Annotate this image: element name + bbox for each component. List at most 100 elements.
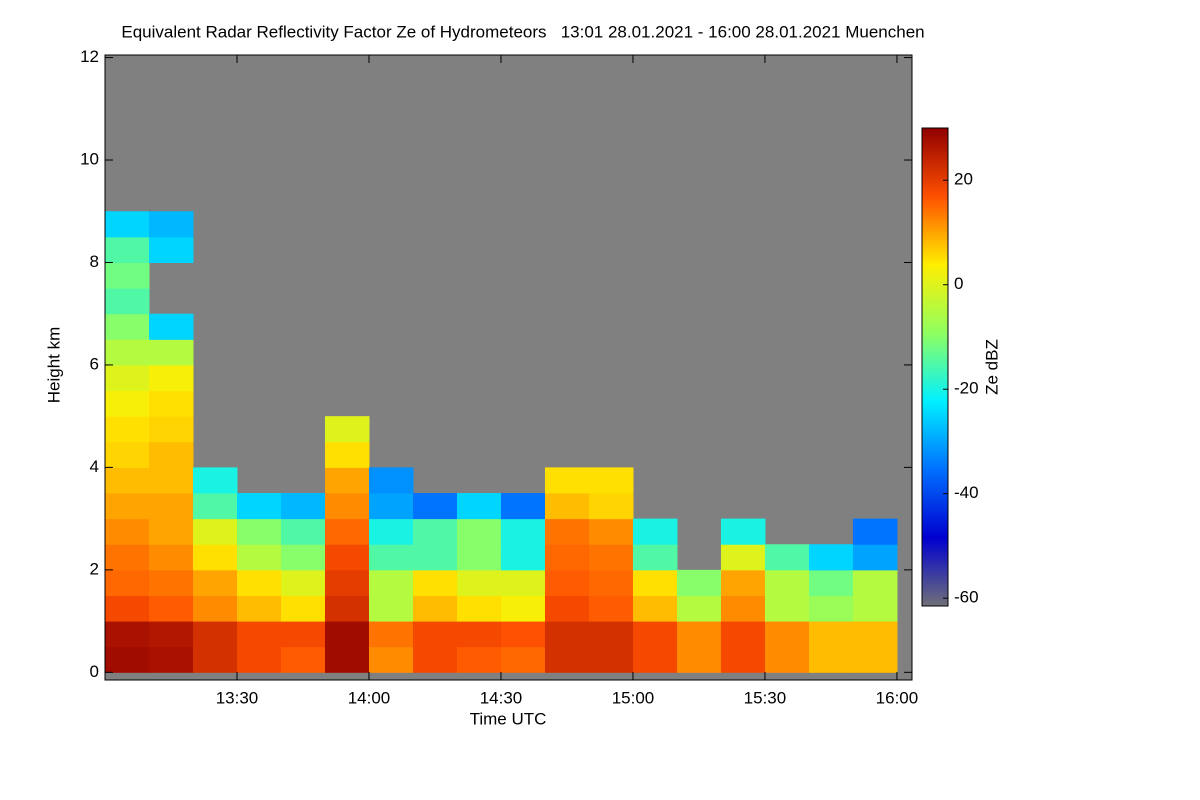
colorbar-step — [922, 194, 948, 197]
colorbar-step — [922, 396, 948, 399]
colorbar-step — [922, 146, 948, 149]
heatmap-cell — [236, 646, 282, 673]
heatmap-cell — [105, 211, 150, 238]
colorbar-step — [922, 450, 948, 453]
colorbar-step — [922, 492, 948, 495]
colorbar-step — [922, 558, 948, 561]
heatmap-cell — [412, 493, 458, 520]
heatmap-cell — [105, 339, 150, 366]
colorbar-step — [922, 400, 948, 403]
colorbar-step — [922, 254, 948, 257]
colorbar-step — [922, 408, 948, 411]
heatmap-cell — [764, 544, 810, 571]
colorbar-step — [922, 598, 948, 601]
x-tick-label: 15:30 — [744, 688, 787, 707]
heatmap-cell — [368, 544, 414, 571]
colorbar-step — [922, 462, 948, 465]
colorbar-step — [922, 326, 948, 329]
heatmap-cell — [324, 595, 370, 622]
heatmap-cell — [324, 544, 370, 571]
colorbar-step — [922, 196, 948, 199]
heatmap-cell — [808, 569, 854, 596]
heatmap-cell — [632, 544, 678, 571]
colorbar-step — [922, 604, 948, 607]
colorbar-step — [922, 530, 948, 533]
colorbar-step — [922, 454, 948, 457]
colorbar-step — [922, 282, 948, 285]
colorbar-step — [922, 320, 948, 323]
colorbar-step — [922, 220, 948, 223]
heatmap-cell — [588, 646, 634, 673]
colorbar-step — [922, 310, 948, 313]
heatmap-cell — [500, 493, 546, 520]
colorbar-step — [922, 222, 948, 225]
heatmap-cell — [324, 441, 370, 468]
heatmap-cell — [852, 518, 898, 545]
heatmap-cell — [192, 621, 238, 648]
colorbar-step — [922, 264, 948, 267]
colorbar-step — [922, 368, 948, 371]
colorbar-step — [922, 292, 948, 295]
colorbar-step — [922, 466, 948, 469]
colorbar-step — [922, 226, 948, 229]
colorbar-step — [922, 218, 948, 221]
heatmap-cell — [720, 544, 766, 571]
colorbar-step — [922, 140, 948, 143]
heatmap-cell — [676, 621, 722, 648]
colorbar-step — [922, 586, 948, 589]
heatmap-cell — [852, 646, 898, 673]
heatmap-cell — [105, 416, 150, 443]
colorbar-step — [922, 318, 948, 321]
x-tick-label: 13:30 — [216, 688, 259, 707]
heatmap-cell — [412, 544, 458, 571]
heatmap-cell — [852, 569, 898, 596]
colorbar-step — [922, 476, 948, 479]
colorbar-step — [922, 524, 948, 527]
colorbar-step — [922, 452, 948, 455]
colorbar-step — [922, 572, 948, 575]
colorbar-step — [922, 564, 948, 567]
heatmap-cell — [412, 646, 458, 673]
colorbar-step — [922, 488, 948, 491]
colorbar-step — [922, 424, 948, 427]
heatmap-cell — [280, 569, 326, 596]
heatmap-cell — [852, 544, 898, 571]
colorbar-step — [922, 374, 948, 377]
colorbar-step — [922, 136, 948, 139]
heatmap-cell — [588, 621, 634, 648]
colorbar-step — [922, 256, 948, 259]
colorbar-step — [922, 188, 948, 191]
colorbar-step — [922, 542, 948, 545]
heatmap-cell — [456, 493, 502, 520]
colorbar-step — [922, 584, 948, 587]
heatmap-cell — [632, 646, 678, 673]
y-tick-label: 0 — [90, 662, 99, 681]
colorbar-step — [922, 198, 948, 201]
colorbar-step — [922, 596, 948, 599]
colorbar-step — [922, 508, 948, 511]
colorbar-label: Ze dBZ — [982, 339, 1001, 395]
heatmap-cell — [632, 569, 678, 596]
colorbar-step — [922, 192, 948, 195]
colorbar-step — [922, 164, 948, 167]
colorbar-step — [922, 566, 948, 569]
colorbar-step — [922, 300, 948, 303]
colorbar-step — [922, 152, 948, 155]
colorbar-tick-label: -40 — [954, 483, 979, 502]
colorbar-step — [922, 556, 948, 559]
colorbar-step — [922, 334, 948, 337]
colorbar-step — [922, 202, 948, 205]
colorbar-step — [922, 428, 948, 431]
colorbar-step — [922, 208, 948, 211]
heatmap-cell — [149, 211, 194, 238]
heatmap-cell — [105, 441, 150, 468]
heatmap-cell — [280, 518, 326, 545]
heatmap-cell — [149, 339, 194, 366]
heatmap-cell — [149, 236, 194, 263]
colorbar-step — [922, 274, 948, 277]
y-tick-label: 12 — [80, 47, 99, 66]
colorbar-step — [922, 538, 948, 541]
heatmap-cell — [192, 595, 238, 622]
colorbar-step — [922, 132, 948, 135]
